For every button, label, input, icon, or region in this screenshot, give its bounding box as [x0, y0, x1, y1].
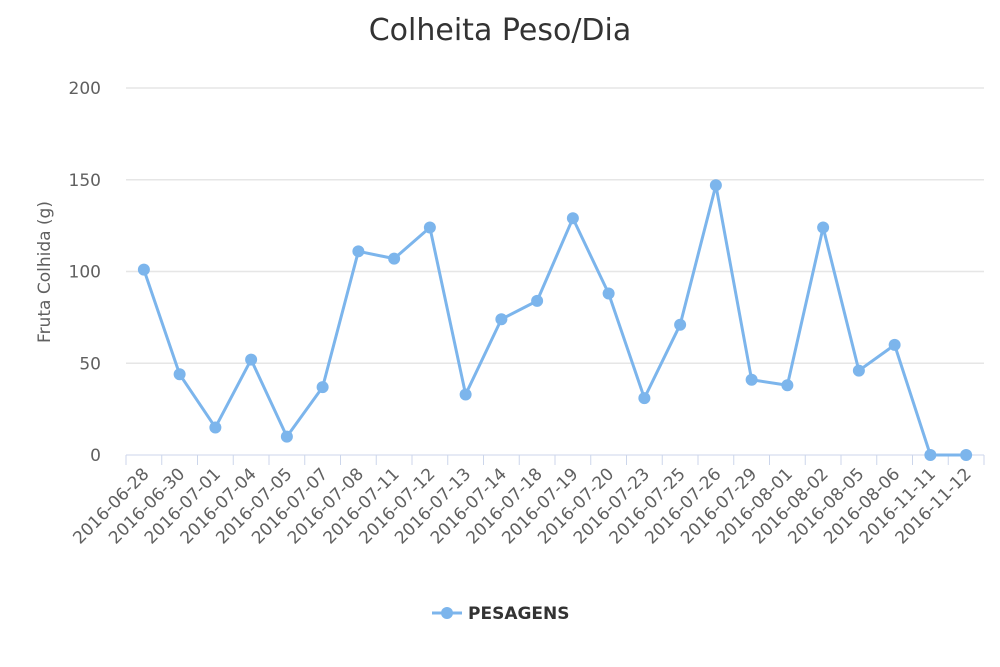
data-point[interactable] [960, 449, 973, 461]
data-point[interactable] [852, 364, 865, 377]
data-point[interactable] [566, 212, 579, 225]
y-tick-label: 150 [69, 171, 101, 191]
data-point[interactable] [459, 388, 472, 401]
data-point[interactable] [245, 353, 258, 366]
y-axis-ticks: 0 50 100 150 200 [69, 79, 101, 466]
data-point[interactable] [173, 368, 186, 381]
data-point[interactable] [638, 392, 651, 405]
series-line [142, 183, 967, 457]
chart-title: Colheita Peso/Dia [369, 13, 632, 48]
data-point[interactable] [495, 313, 508, 326]
legend-marker [441, 607, 453, 619]
data-point[interactable] [531, 294, 544, 307]
data-point[interactable] [137, 263, 150, 276]
legend-label: PESAGENS [468, 604, 570, 624]
data-point[interactable] [674, 318, 687, 331]
legend[interactable]: PESAGENS [432, 604, 570, 624]
data-point[interactable] [388, 252, 401, 265]
data-point[interactable] [423, 221, 436, 234]
y-tick-label: 200 [69, 79, 101, 99]
data-point[interactable] [888, 338, 901, 351]
gridlines [126, 87, 984, 364]
data-point[interactable] [817, 221, 830, 234]
series-pesagens [137, 179, 973, 461]
data-point[interactable] [602, 287, 615, 300]
y-tick-label: 100 [69, 263, 101, 283]
x-axis-ticks: 2016-06-282016-06-302016-07-012016-07-04… [69, 455, 985, 548]
data-point[interactable] [745, 373, 758, 386]
data-point[interactable] [924, 449, 937, 461]
y-tick-label: 50 [79, 354, 101, 374]
data-point[interactable] [709, 179, 722, 192]
data-point[interactable] [316, 381, 329, 394]
data-point[interactable] [280, 430, 293, 443]
data-point[interactable] [781, 379, 794, 392]
data-point[interactable] [209, 421, 222, 434]
y-axis-label: Fruta Colhida (g) [35, 201, 55, 343]
y-tick-label: 0 [90, 446, 101, 466]
data-point[interactable] [352, 245, 365, 258]
